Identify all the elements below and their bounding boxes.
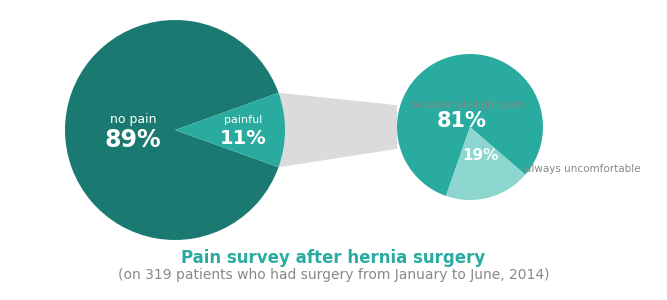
Polygon shape <box>279 93 397 167</box>
Text: no pain: no pain <box>110 112 157 125</box>
Text: 81%: 81% <box>437 111 487 131</box>
Text: (on 319 patients who had surgery from January to June, 2014): (on 319 patients who had surgery from Ja… <box>118 268 549 282</box>
Wedge shape <box>175 93 285 167</box>
Text: always uncomfortable: always uncomfortable <box>525 164 640 174</box>
Wedge shape <box>65 20 279 240</box>
Text: 11%: 11% <box>220 130 267 148</box>
Text: 19%: 19% <box>462 148 498 163</box>
Wedge shape <box>397 54 543 196</box>
Wedge shape <box>446 127 525 200</box>
Text: occasional slight pain: occasional slight pain <box>412 100 524 110</box>
Text: 89%: 89% <box>105 128 161 152</box>
Text: painful: painful <box>224 115 262 125</box>
Text: Pain survey after hernia surgery: Pain survey after hernia surgery <box>181 249 486 267</box>
